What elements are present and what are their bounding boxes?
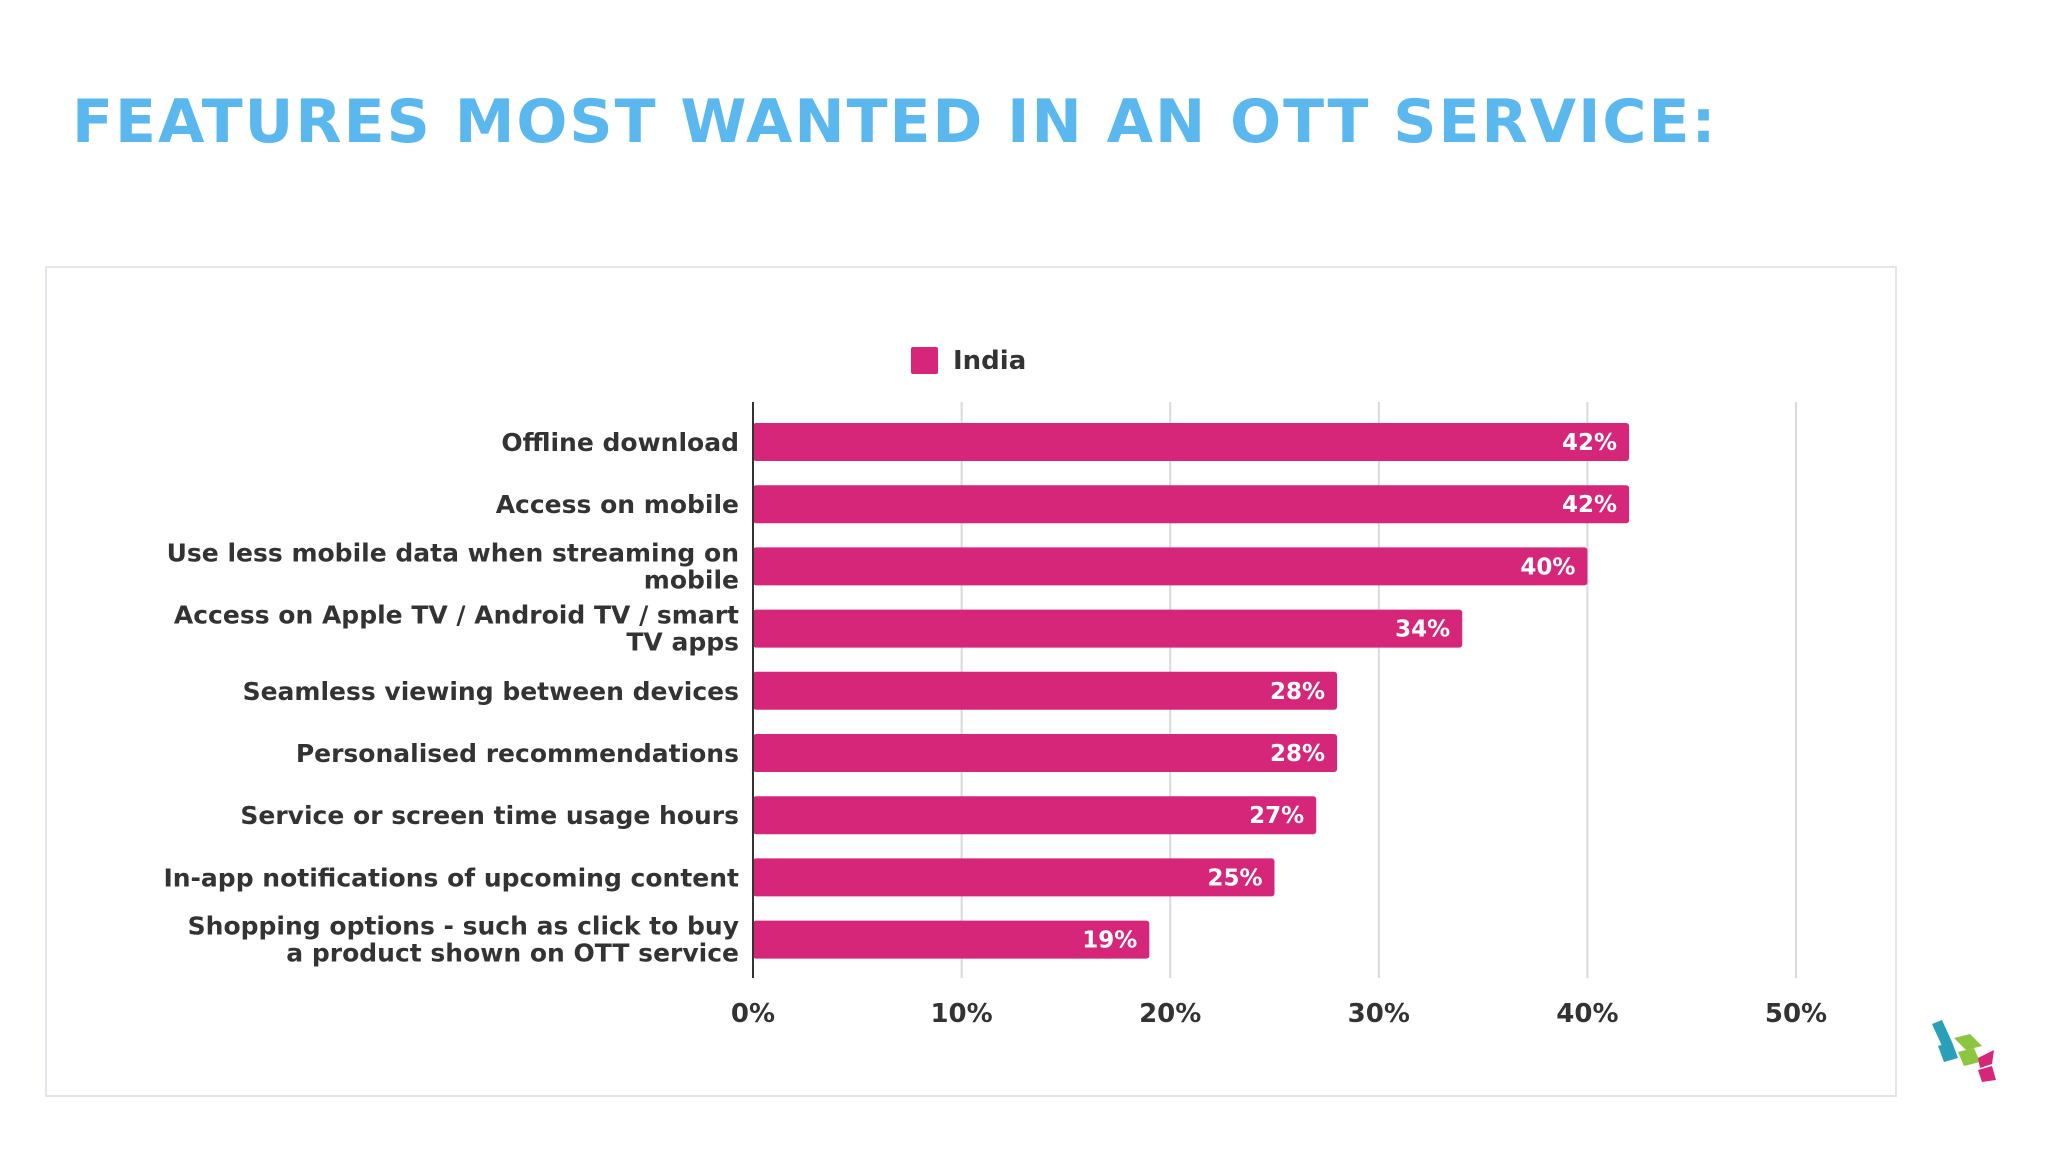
data-label: 34%	[1395, 617, 1450, 643]
data-label: 27%	[1249, 803, 1304, 829]
logo-shape-green-2	[1958, 1048, 1980, 1066]
slide-title: FEATURES MOST WANTED IN AN OTT SERVICE:	[72, 87, 1718, 157]
logo-shape-pink	[1978, 1050, 1994, 1068]
category-label: TV apps	[626, 628, 739, 657]
x-tick-label: 40%	[1556, 999, 1618, 1029]
logo-shape-green	[1954, 1034, 1982, 1050]
category-label: Offline download	[501, 428, 739, 457]
bar	[753, 796, 1317, 835]
legend-label: India	[953, 346, 1026, 376]
category-label: a product shown on OTT service	[286, 939, 739, 968]
category-label: Personalised recommendations	[296, 739, 739, 768]
legend-swatch	[911, 347, 938, 374]
bar	[753, 920, 1150, 959]
bar	[753, 423, 1630, 461]
bar-chart: 42% Offline download 42% Access on mobile 40…	[163, 346, 1827, 1029]
x-tick-label: 10%	[930, 999, 992, 1029]
data-label: 28%	[1270, 679, 1325, 705]
category-label: Access on Apple TV / Android TV / smart	[174, 601, 739, 630]
data-label: 42%	[1562, 430, 1617, 456]
data-label: 28%	[1270, 741, 1325, 767]
logo-shape-teal	[1932, 1020, 1952, 1046]
bar	[753, 858, 1275, 897]
category-label: Service or screen time usage hours	[240, 801, 739, 830]
category-label: Shopping options - such as click to buy	[188, 912, 739, 941]
category-label: mobile	[644, 565, 739, 594]
x-tick-label: 0%	[731, 999, 775, 1029]
category-label: Access on mobile	[496, 490, 739, 519]
data-label: 25%	[1207, 865, 1262, 891]
x-tick-label: 50%	[1765, 999, 1827, 1029]
brand-logo	[1932, 1020, 1996, 1082]
bar	[753, 609, 1463, 648]
x-tick-label: 30%	[1348, 999, 1410, 1029]
data-label: 40%	[1520, 554, 1575, 580]
x-tick-label: 20%	[1139, 999, 1201, 1029]
category-label: In-app notifications of upcoming content	[163, 863, 739, 892]
category-label: Use less mobile data when streaming on	[167, 538, 739, 567]
chart-frame: 42% Offline download 42% Access on mobile 40…	[45, 266, 1897, 1097]
bar	[753, 671, 1338, 710]
bar	[753, 485, 1630, 524]
bar	[753, 547, 1588, 586]
data-label: 42%	[1562, 492, 1617, 518]
data-label: 19%	[1082, 928, 1137, 954]
logo-shape-pink-2	[1978, 1066, 1996, 1082]
bar	[753, 734, 1338, 772]
category-label: Seamless viewing between devices	[243, 677, 739, 706]
logo-shape-teal-2	[1938, 1042, 1958, 1062]
